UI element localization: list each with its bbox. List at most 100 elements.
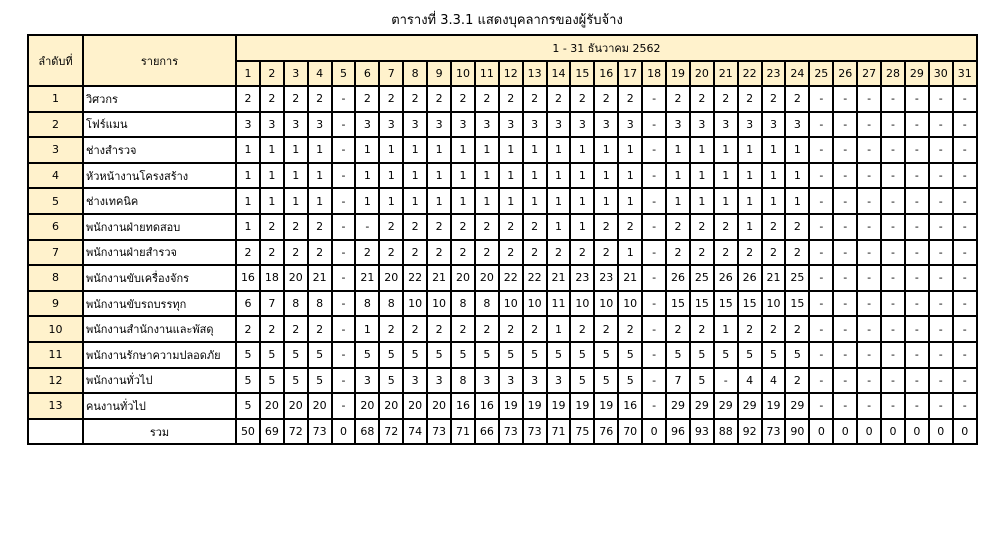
- day-value: -: [880, 315, 906, 343]
- day-value: -: [927, 366, 954, 395]
- day-value: 2: [760, 238, 787, 267]
- day-value: 1: [688, 136, 715, 164]
- total-value: 73: [760, 417, 787, 446]
- day-value: 1: [736, 187, 763, 215]
- day-value: 5: [569, 366, 596, 395]
- day-value: 3: [497, 110, 524, 139]
- day-value: 8: [282, 289, 309, 318]
- day-value: 5: [688, 366, 715, 395]
- day-value: 21: [306, 264, 333, 292]
- total-value: 0: [330, 417, 357, 446]
- day-value: 21: [760, 264, 787, 292]
- day-value: 1: [235, 161, 261, 190]
- row-number: 12: [27, 366, 84, 395]
- day-value: 5: [497, 340, 524, 369]
- day-value: -: [951, 161, 978, 190]
- day-value: 15: [784, 289, 811, 318]
- row-item-name: หัวหน้างานโครงสร้าง: [82, 161, 237, 190]
- day-value: 3: [282, 110, 309, 139]
- day-value: -: [880, 187, 906, 215]
- row-number: 11: [27, 340, 84, 369]
- day-value: -: [951, 340, 978, 369]
- day-value: -: [832, 238, 859, 267]
- day-value: 2: [665, 212, 691, 241]
- day-value: 1: [712, 136, 739, 164]
- day-value: 22: [521, 264, 548, 292]
- day-value: -: [832, 264, 859, 292]
- day-value: 26: [736, 264, 763, 292]
- row-item-name: พนักงานทั่วไป: [82, 366, 237, 395]
- day-value: 16: [617, 392, 644, 420]
- day-value: -: [927, 340, 954, 369]
- total-value: 74: [402, 417, 429, 446]
- day-value: 1: [617, 161, 644, 190]
- day-value: 2: [569, 238, 596, 267]
- day-value: 8: [306, 289, 333, 318]
- day-value: -: [880, 110, 906, 139]
- day-value: -: [641, 161, 668, 190]
- day-value: -: [856, 161, 883, 190]
- day-header: 30: [927, 60, 954, 87]
- day-value: -: [832, 161, 859, 190]
- day-value: 2: [450, 212, 476, 241]
- day-value: 1: [688, 161, 715, 190]
- day-value: -: [856, 315, 883, 343]
- day-header: 21: [712, 60, 739, 87]
- day-value: 3: [688, 110, 715, 139]
- header-item: รายการ: [82, 34, 237, 87]
- day-header: 18: [641, 60, 668, 87]
- day-value: 2: [378, 315, 405, 343]
- day-value: -: [330, 161, 357, 190]
- day-value: 4: [736, 366, 763, 395]
- day-value: 5: [617, 340, 644, 369]
- day-value: -: [927, 315, 954, 343]
- day-value: 5: [760, 340, 787, 369]
- day-value: 3: [473, 366, 500, 395]
- day-value: 3: [354, 110, 381, 139]
- day-value: -: [832, 187, 859, 215]
- day-value: -: [856, 136, 883, 164]
- table-row: 7 พนักงานฝ่ายสำรวจ 2 2 2 2-2 2 2 2 2 2 2 2 2 2 2 1-2 2 2 2 2…: [27, 238, 978, 267]
- day-header-row: 1 2 3 4 5 6 7 8 9 10 11 12 13 14 15 16 17 18 19 20 21 22 23 24 2…: [28, 60, 978, 87]
- day-value: -: [903, 110, 930, 139]
- day-value: 2: [306, 85, 333, 113]
- day-value: -: [641, 187, 668, 215]
- day-value: 2: [426, 85, 453, 113]
- day-value: 8: [450, 366, 476, 395]
- day-value: -: [856, 212, 883, 241]
- day-value: -: [856, 110, 883, 139]
- day-value: 1: [521, 136, 548, 164]
- total-value: 68: [354, 417, 381, 446]
- day-value: -: [880, 264, 906, 292]
- day-header: 19: [665, 60, 691, 87]
- total-value: 0: [951, 417, 978, 446]
- day-value: 16: [473, 392, 500, 420]
- day-value: -: [927, 187, 954, 215]
- day-value: 29: [688, 392, 715, 420]
- day-header: 3: [282, 60, 309, 87]
- day-value: -: [641, 212, 668, 241]
- day-value: 1: [402, 161, 429, 190]
- day-value: 2: [688, 238, 715, 267]
- day-value: 1: [306, 136, 333, 164]
- table-row: 2 โฟร์แมน 3 3 3 3-3 3 3 3 3 3 3 3 3 3 3 3-3 3 3 3 3 3- - - - - - -: [27, 110, 978, 139]
- table-row: 5 ช่างเทคนิค 1 1 1 1-1 1 1 1 1 1 1 1 1 1 1 1-1 1 1 1 1 1- - - - -…: [27, 187, 978, 215]
- day-value: -: [880, 392, 906, 420]
- day-value: -: [832, 212, 859, 241]
- day-value: -: [880, 366, 906, 395]
- day-value: 3: [569, 110, 596, 139]
- day-value: -: [880, 238, 906, 267]
- day-value: 3: [545, 110, 572, 139]
- day-value: -: [641, 85, 668, 113]
- day-value: 2: [521, 85, 548, 113]
- day-value: 1: [473, 187, 500, 215]
- day-value: 3: [378, 110, 405, 139]
- day-value: 20: [258, 392, 285, 420]
- day-value: 29: [736, 392, 763, 420]
- day-value: 5: [235, 366, 261, 395]
- total-value: 72: [378, 417, 405, 446]
- day-value: 19: [545, 392, 572, 420]
- day-value: 2: [521, 315, 548, 343]
- day-value: 11: [545, 289, 572, 318]
- table-title: ตารางที่ 3.3.1 แสดงบุคลากรของผู้รับจ้าง: [391, 13, 623, 28]
